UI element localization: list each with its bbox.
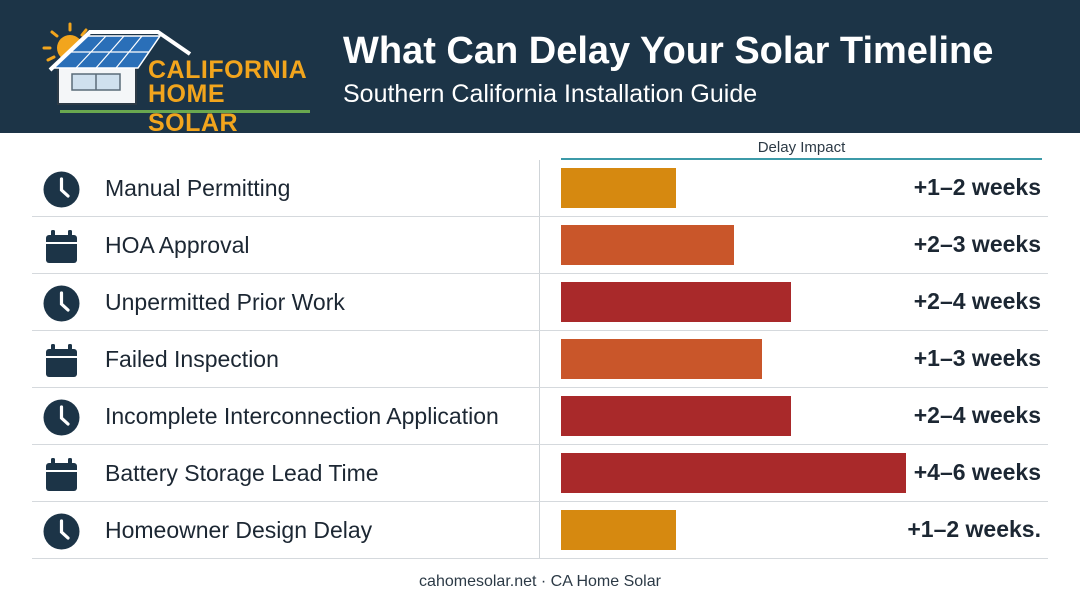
solar-house-logo-icon [42, 22, 192, 105]
page-title: What Can Delay Your Solar Timeline [343, 30, 994, 72]
delay-bar [561, 453, 906, 493]
delay-chart: Manual Permitting +1–2 weeks HOA Approval +… [32, 160, 1048, 559]
category-label: Incomplete Interconnection Application [105, 403, 499, 429]
chart-row: HOA Approval +2–3 weeks [32, 217, 1048, 274]
column-divider [539, 160, 540, 559]
brand-name-line1: CALIFORNIA [148, 56, 308, 84]
delay-impact-column-header: Delay Impact [757, 139, 846, 156]
calendar-icon [43, 342, 80, 379]
delay-bar [561, 225, 734, 265]
brand-logo: CALIFORNIA HOME SOLAR [30, 14, 320, 137]
delay-value-label: +4–6 weeks [913, 459, 1041, 485]
delay-value-label: +1–3 weeks [913, 345, 1041, 371]
page-subtitle: Southern California Installation Guide [343, 80, 758, 108]
delay-value-label: +2–4 weeks [913, 288, 1041, 314]
delay-bar [561, 510, 676, 550]
column-header-rule [561, 158, 1042, 160]
chart-row: Homeowner Design Delay +1–2 weeks. [32, 502, 1048, 559]
category-label: Battery Storage Lead Time [105, 460, 379, 486]
delay-bar [561, 282, 791, 322]
clock-icon [43, 171, 80, 208]
delay-bar [561, 396, 791, 436]
chart-row: Unpermitted Prior Work +2–4 weeks [32, 274, 1048, 331]
footer-credit: cahomesolar.net · CA Home Solar [419, 573, 661, 590]
delay-bar [561, 339, 762, 379]
category-label: Manual Permitting [105, 175, 291, 201]
clock-icon [43, 399, 80, 436]
calendar-icon [43, 228, 80, 265]
clock-icon [43, 513, 80, 550]
chart-row: Failed Inspection +1–3 weeks [32, 331, 1048, 388]
delay-value-label: +2–4 weeks [913, 402, 1041, 428]
brand-underline [60, 110, 310, 113]
calendar-icon [43, 456, 80, 493]
brand-name-line2: HOME SOLAR [148, 80, 238, 137]
category-label: HOA Approval [105, 232, 250, 258]
delay-value-label: +1–2 weeks. [907, 516, 1041, 542]
clock-icon [43, 285, 80, 322]
category-label: Homeowner Design Delay [105, 517, 373, 543]
header-banner: CALIFORNIA HOME SOLAR What Can Delay You… [0, 0, 1080, 137]
category-label: Unpermitted Prior Work [105, 289, 345, 315]
chart-row: Battery Storage Lead Time +4–6 weeks [32, 445, 1048, 502]
category-label: Failed Inspection [105, 346, 279, 372]
delay-value-label: +2–3 weeks [913, 231, 1041, 257]
delay-value-label: +1–2 weeks [913, 174, 1041, 200]
delay-bar [561, 168, 676, 208]
chart-row: Incomplete Interconnection Application +2… [32, 388, 1048, 445]
chart-row: Manual Permitting +1–2 weeks [32, 160, 1048, 217]
